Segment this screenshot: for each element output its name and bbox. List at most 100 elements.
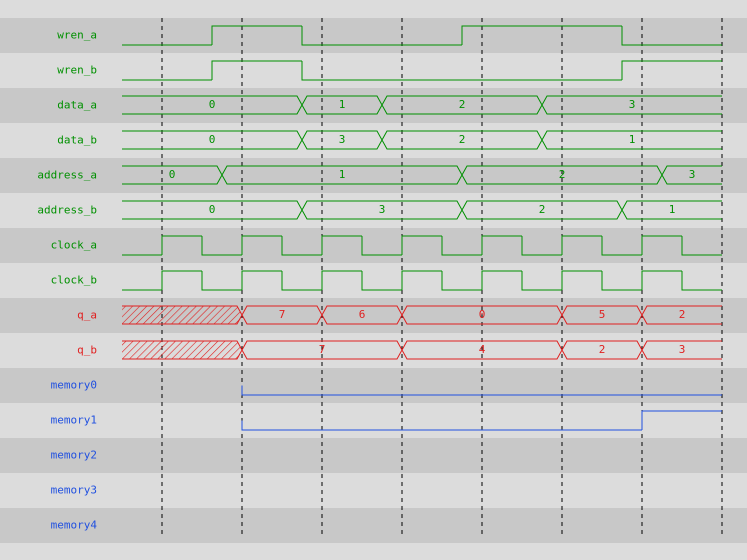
bus-segment (641, 340, 722, 360)
wave-segment (521, 236, 562, 256)
bus-value: 0 (169, 168, 176, 181)
bus-value: 2 (599, 343, 606, 356)
wave-segment (281, 271, 322, 291)
wave-segment (481, 235, 522, 255)
signal-name: memory4 (51, 519, 98, 532)
signal-name: clock_a (51, 239, 97, 252)
signal-name: data_a (57, 99, 97, 112)
row-band (0, 298, 747, 333)
wave-segment (361, 236, 402, 256)
signal-name: memory0 (51, 379, 97, 392)
bus-value: 1 (669, 203, 676, 216)
bus-value: 5 (599, 308, 606, 321)
wave-segment (361, 271, 402, 291)
wave-segment (201, 271, 242, 291)
bus-value: 0 (209, 133, 216, 146)
wave-segment (201, 236, 242, 256)
bus-value: 2 (459, 98, 466, 111)
signal-name: q_a (77, 309, 97, 322)
wave-segment (401, 270, 442, 290)
bus-value: 1 (339, 168, 346, 181)
bus-value: 2 (459, 133, 466, 146)
bus-value: 3 (379, 203, 386, 216)
bus-value: 0 (479, 308, 486, 321)
wave-segment (241, 420, 642, 431)
wave-segment (241, 235, 282, 255)
bus-segment (122, 340, 243, 360)
bus-segment (541, 130, 722, 150)
wave-segment (441, 236, 482, 256)
wave-segment (681, 236, 722, 256)
wave-segment (561, 270, 602, 290)
bus-value: 0 (209, 98, 216, 111)
signal-name: memory2 (51, 449, 97, 462)
wave-segment (681, 271, 722, 291)
wave-segment (211, 60, 302, 80)
row-band (0, 508, 747, 543)
row-band (0, 228, 747, 263)
wave-segment (561, 235, 602, 255)
wave-segment (241, 385, 722, 396)
wave-segment (161, 270, 202, 290)
bus-value: 3 (679, 343, 686, 356)
wave-segment (321, 235, 362, 255)
signal-name: wren_b (57, 64, 97, 77)
wave-segment (641, 270, 682, 290)
bus-segment (621, 200, 722, 220)
signal-name: clock_b (51, 274, 97, 287)
row-band (0, 123, 747, 158)
row-band (0, 53, 747, 88)
bus-value: 7 (319, 343, 326, 356)
wave-segment (401, 235, 442, 255)
row-band (0, 333, 747, 368)
bus-segment (661, 165, 722, 185)
signal-name: memory1 (51, 414, 97, 427)
row-band (0, 88, 747, 123)
row-band (0, 368, 747, 403)
bus-segment (122, 305, 243, 325)
bus-value: 1 (629, 133, 636, 146)
row-band (0, 473, 747, 508)
signal-name: data_b (57, 134, 97, 147)
wave-segment (301, 61, 622, 81)
row-band (0, 263, 747, 298)
row-band (0, 403, 747, 438)
wave-segment (621, 26, 722, 46)
wave-segment (481, 270, 522, 290)
wave-segment (521, 271, 562, 291)
signal-name: address_b (37, 204, 97, 217)
row-band (0, 193, 747, 228)
bus-value: 2 (559, 168, 566, 181)
row-band (0, 438, 747, 473)
wave-segment (211, 25, 302, 45)
wave-segment (321, 270, 362, 290)
wave-segment (241, 270, 282, 290)
wave-segment (601, 271, 642, 291)
wave-segment (161, 235, 202, 255)
bus-segment (541, 95, 722, 115)
row-band (0, 18, 747, 53)
signal-name: address_a (37, 169, 97, 182)
bus-value: 6 (359, 308, 366, 321)
wave-segment (641, 235, 682, 255)
bus-value: 3 (339, 133, 346, 146)
signal-name: q_b (77, 344, 97, 357)
wave-segment (601, 236, 642, 256)
row-band (0, 158, 747, 193)
bus-value: 2 (539, 203, 546, 216)
bus-value: 1 (339, 98, 346, 111)
bus-value: 0 (209, 203, 216, 216)
bus-value: 3 (689, 168, 696, 181)
bus-value: 3 (629, 98, 636, 111)
wave-segment (301, 26, 462, 46)
bus-segment (641, 305, 722, 325)
wave-segment (461, 25, 622, 45)
wave-segment (621, 60, 722, 80)
wave-segment (281, 236, 322, 256)
wave-segment (441, 271, 482, 291)
bus-value: 2 (679, 308, 686, 321)
wave-segment (641, 410, 722, 430)
bus-value: 7 (279, 308, 286, 321)
